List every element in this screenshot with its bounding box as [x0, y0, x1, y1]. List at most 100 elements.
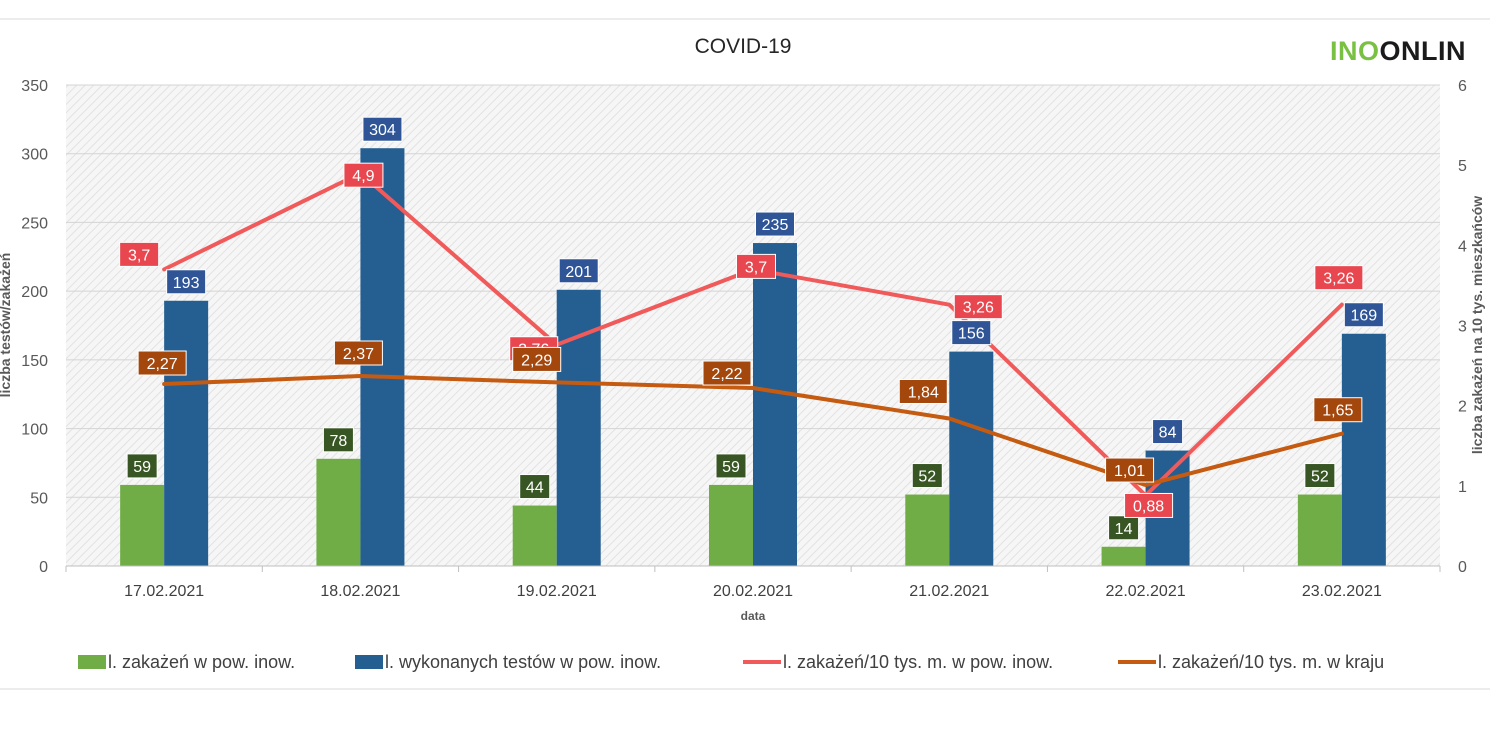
bar [316, 458, 361, 566]
bar [1101, 546, 1146, 566]
line-data-label: 3,26 [963, 300, 994, 317]
y-tick-label: 300 [21, 147, 48, 164]
line-data-label: 3,7 [745, 259, 767, 276]
line-data-label-box [898, 378, 948, 404]
bar [753, 243, 797, 567]
line-data-label: 2,37 [343, 346, 374, 363]
bar [949, 351, 994, 566]
x-tick-label: 23.02.2021 [1302, 583, 1382, 600]
bar-data-label-box [126, 453, 158, 479]
y-tick-label: 100 [21, 422, 48, 439]
x-tick-label: 17.02.2021 [124, 583, 204, 600]
line-data-label: 1,65 [1322, 403, 1353, 420]
line-data-label: 2,22 [711, 366, 742, 383]
line-data-label: 4,9 [352, 168, 374, 185]
axes: 0 50 100 150 200 250 300 350 0 1 2 3 4 5 6 17.02.2021 18… [21, 78, 1467, 600]
line-data-label-box [333, 340, 383, 366]
bar-data-label-box [911, 463, 943, 489]
x-tick-label: 18.02.2021 [320, 583, 400, 600]
line-data-label-box [1105, 457, 1155, 483]
bar-data-label: 59 [133, 459, 151, 476]
y2-tick-label: 2 [1458, 399, 1467, 416]
line-data-label-box [512, 346, 562, 372]
line-data-label: 3,7 [128, 247, 150, 264]
brand-logo-prefix: INO [1330, 36, 1380, 66]
line-data-label-box [736, 253, 776, 279]
line-series [162, 374, 1344, 488]
line-data-label-box [1313, 397, 1363, 423]
legend-swatch [355, 655, 383, 669]
y-tick-label: 350 [21, 78, 48, 95]
bar-data-label: 44 [526, 480, 544, 497]
bar [120, 484, 165, 566]
legend-swatch [78, 655, 106, 669]
bar-data-label-box [166, 269, 207, 295]
y2-tick-label: 4 [1458, 238, 1467, 255]
bar-data-label: 193 [173, 275, 200, 292]
bar [905, 494, 950, 566]
line-data-label: 1,84 [908, 384, 939, 401]
line-data-label-box [137, 350, 187, 376]
y2-tick-label: 6 [1458, 78, 1467, 95]
line-data-label: 0,88 [1133, 498, 1164, 515]
legend-label: l. zakażeń/10 tys. m. w kraju [1158, 652, 1384, 672]
x-tick-label: 21.02.2021 [909, 583, 989, 600]
line-data-label-box [1314, 265, 1364, 291]
line-data-label-box [702, 360, 752, 386]
y-tick-label: 0 [39, 559, 48, 576]
line-data-label: 2,29 [521, 352, 552, 369]
y-tick-label: 200 [21, 284, 48, 301]
bar-data-label-box [715, 453, 747, 479]
legend-label: l. zakażeń w pow. inow. [108, 652, 295, 672]
bar-data-label-box [1108, 515, 1140, 541]
legend-label: l. zakażeń/10 tys. m. w pow. inow. [783, 652, 1053, 672]
bar-data-label: 201 [565, 264, 592, 281]
line-data-label-box [343, 162, 384, 188]
x-tick-label: 19.02.2021 [517, 583, 597, 600]
legend: l. zakażeń w pow. inow. l. wykonanych tes… [78, 652, 1384, 672]
y2-tick-label: 1 [1458, 479, 1467, 496]
brand-logo: INOONLIN [1330, 36, 1466, 66]
bar-data-label: 52 [918, 469, 936, 486]
bar-data-label: 156 [958, 326, 985, 343]
y2-axis-title: liczba zakażeń na 10 tys. mieszkańców [1469, 196, 1485, 454]
bar-data-label: 59 [722, 459, 740, 476]
y-tick-label: 150 [21, 353, 48, 370]
bar-data-label-box [951, 320, 992, 346]
bar-data-label-box [1152, 419, 1184, 445]
bar [512, 505, 557, 566]
bar-data-label-box [322, 427, 354, 453]
chart-title: COVID-19 [695, 35, 792, 58]
x-axis-title: data [741, 609, 766, 623]
y-tick-label: 250 [21, 215, 48, 232]
line-data-label-box [1124, 492, 1174, 518]
bar [1297, 494, 1342, 566]
bar-data-label-box [519, 474, 551, 500]
bar [709, 484, 753, 566]
bar-data-label: 169 [1351, 308, 1378, 325]
line-data-label-box [119, 241, 160, 267]
bar-data-label-box [755, 211, 795, 237]
line-data-label: 2,27 [147, 356, 178, 373]
legend-label: l. wykonanych testów w pow. inow. [385, 652, 661, 672]
bar-data-label: 84 [1159, 425, 1177, 442]
x-tick-label: 20.02.2021 [713, 583, 793, 600]
x-tick-label: 22.02.2021 [1106, 583, 1186, 600]
line-data-label: 1,01 [1114, 463, 1145, 480]
line-data-label: 3,26 [1323, 271, 1354, 288]
bar-data-label-box [558, 258, 599, 284]
y2-tick-label: 3 [1458, 319, 1467, 336]
bar [164, 300, 209, 566]
line-data-label-box [953, 294, 1003, 320]
bar-data-label-box [1304, 463, 1336, 489]
y-axis-title: liczba testów/zakażeń [0, 253, 13, 398]
data-labels: 59 78 44 59 52 14 52 193 304 201 235 156 84 169 3,7 4,9… [119, 116, 1384, 541]
bar-data-label: 52 [1311, 469, 1329, 486]
bar-data-label: 235 [762, 217, 789, 234]
brand-logo-suffix: ONLIN [1380, 36, 1467, 66]
y-tick-label: 50 [30, 490, 48, 507]
bar-data-label-box [1343, 302, 1384, 328]
bar [1341, 333, 1386, 566]
